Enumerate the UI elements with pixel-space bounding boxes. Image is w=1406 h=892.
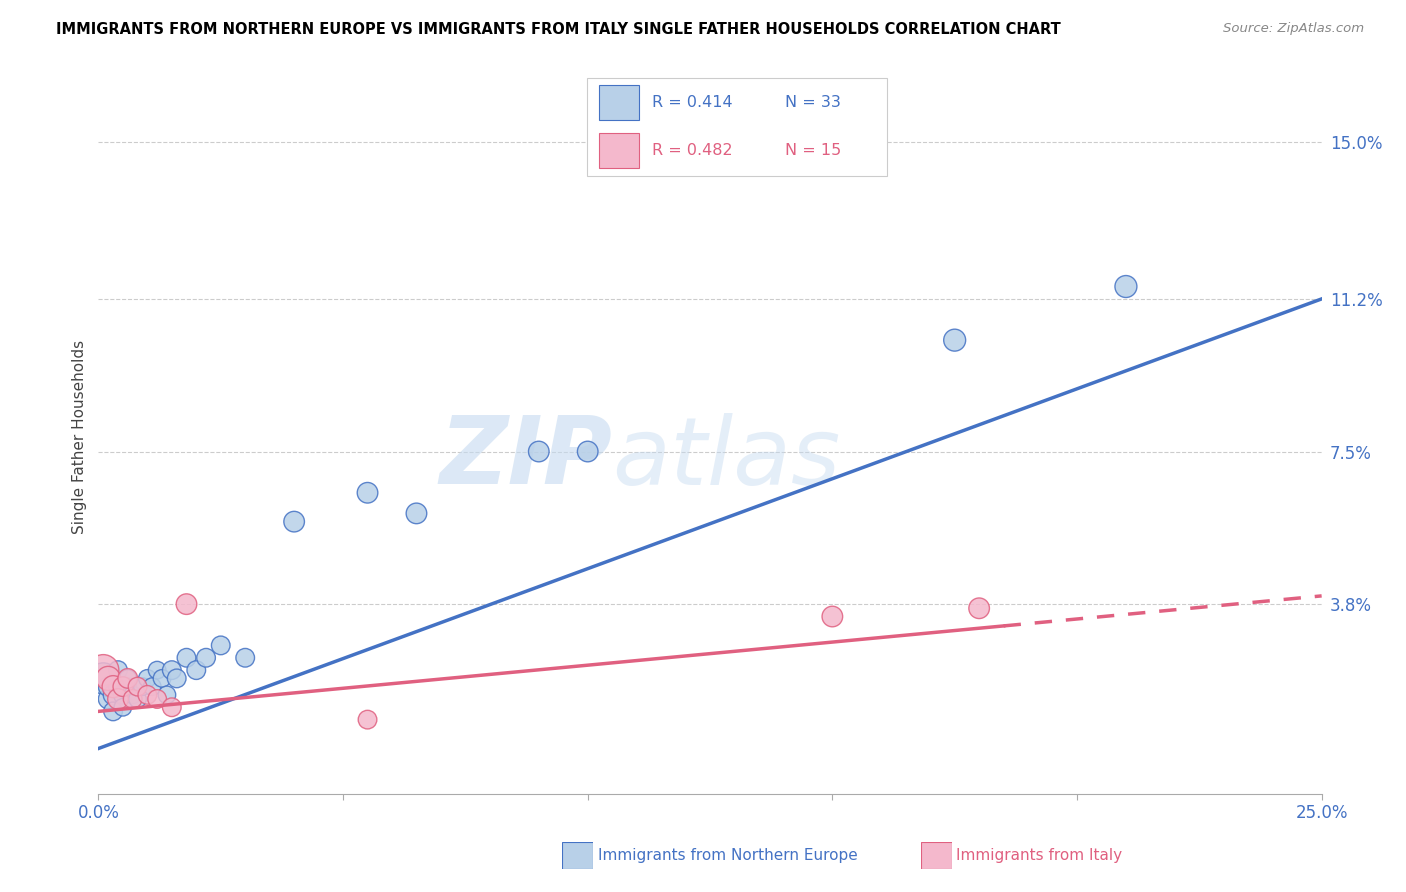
- Point: [141, 680, 163, 694]
- Point: [127, 692, 149, 706]
- Point: [91, 663, 114, 677]
- Bar: [599, 133, 640, 168]
- Point: [186, 663, 208, 677]
- Point: [150, 672, 173, 686]
- Point: [356, 713, 378, 727]
- Point: [117, 672, 139, 686]
- Text: IMMIGRANTS FROM NORTHERN EUROPE VS IMMIGRANTS FROM ITALY SINGLE FATHER HOUSEHOLD: IMMIGRANTS FROM NORTHERN EUROPE VS IMMIG…: [56, 22, 1062, 37]
- Point: [176, 650, 198, 665]
- Point: [576, 444, 599, 458]
- Point: [121, 692, 143, 706]
- Point: [127, 680, 149, 694]
- Point: [943, 333, 966, 347]
- Point: [967, 601, 990, 615]
- Text: N = 15: N = 15: [785, 144, 841, 158]
- Text: N = 33: N = 33: [785, 95, 841, 110]
- Text: atlas: atlas: [612, 413, 841, 504]
- Y-axis label: Single Father Households: Single Father Households: [72, 340, 87, 534]
- Point: [160, 700, 183, 714]
- Point: [195, 650, 218, 665]
- Point: [91, 672, 114, 686]
- Point: [160, 663, 183, 677]
- Point: [97, 672, 120, 686]
- Point: [821, 609, 844, 624]
- Point: [117, 672, 139, 686]
- Point: [101, 705, 124, 719]
- Point: [97, 680, 120, 694]
- Point: [136, 688, 159, 702]
- Text: Source: ZipAtlas.com: Source: ZipAtlas.com: [1223, 22, 1364, 36]
- Point: [146, 692, 169, 706]
- Point: [121, 688, 143, 702]
- Point: [111, 700, 134, 714]
- Text: Immigrants from Northern Europe: Immigrants from Northern Europe: [598, 848, 858, 863]
- Point: [233, 650, 256, 665]
- Text: ZIP: ZIP: [439, 412, 612, 505]
- Text: Immigrants from Italy: Immigrants from Italy: [956, 848, 1122, 863]
- Point: [101, 680, 124, 694]
- Bar: [599, 85, 640, 120]
- Point: [209, 639, 232, 653]
- Point: [136, 672, 159, 686]
- Text: R = 0.414: R = 0.414: [651, 95, 733, 110]
- Point: [405, 507, 427, 521]
- Point: [166, 672, 188, 686]
- Point: [107, 692, 129, 706]
- Point: [283, 515, 305, 529]
- Point: [107, 680, 129, 694]
- Point: [146, 663, 169, 677]
- Point: [1115, 279, 1137, 293]
- Point: [117, 680, 139, 694]
- Point: [156, 688, 179, 702]
- Point: [176, 597, 198, 611]
- Point: [107, 663, 129, 677]
- Point: [101, 688, 124, 702]
- Text: R = 0.482: R = 0.482: [651, 144, 733, 158]
- Point: [97, 692, 120, 706]
- Point: [111, 688, 134, 702]
- Point: [111, 680, 134, 694]
- Point: [131, 680, 153, 694]
- Point: [356, 485, 378, 500]
- Point: [527, 444, 550, 458]
